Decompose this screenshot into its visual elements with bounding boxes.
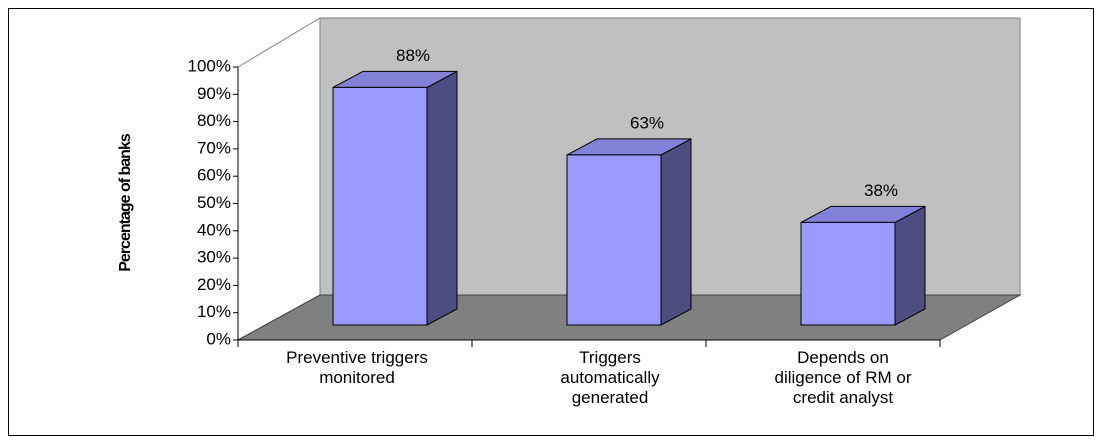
y-tick-label: 90% (197, 84, 231, 103)
y-tick-label: 20% (197, 275, 231, 294)
y-tick-label: 0% (206, 329, 231, 348)
value-label: 88% (396, 46, 430, 65)
y-tick-label: 10% (197, 302, 231, 321)
value-label: 63% (630, 113, 664, 132)
bar-side (426, 70, 458, 326)
x-tick-label: Triggers automatically generated (560, 348, 660, 407)
y-axis-label: Percentage of banks (117, 133, 134, 272)
value-label: 38% (864, 181, 898, 200)
x-tick-label: Preventive triggers monitored (286, 348, 428, 387)
y-tick-label: 50% (197, 193, 231, 212)
side-wall (237, 17, 321, 341)
y-tick-label: 40% (197, 220, 231, 239)
bar (800, 221, 896, 326)
y-tick-label: 100% (188, 56, 231, 75)
bar-side (660, 138, 692, 326)
y-tick-label: 80% (197, 111, 231, 130)
x-tick-label: Depends on diligence of RM or credit ana… (774, 348, 912, 407)
y-tick-label: 30% (197, 248, 231, 267)
bar-side (894, 205, 926, 326)
y-tick-label: 60% (197, 166, 231, 185)
bar (566, 154, 662, 326)
y-tick-label: 70% (197, 138, 231, 157)
bar (332, 86, 428, 326)
